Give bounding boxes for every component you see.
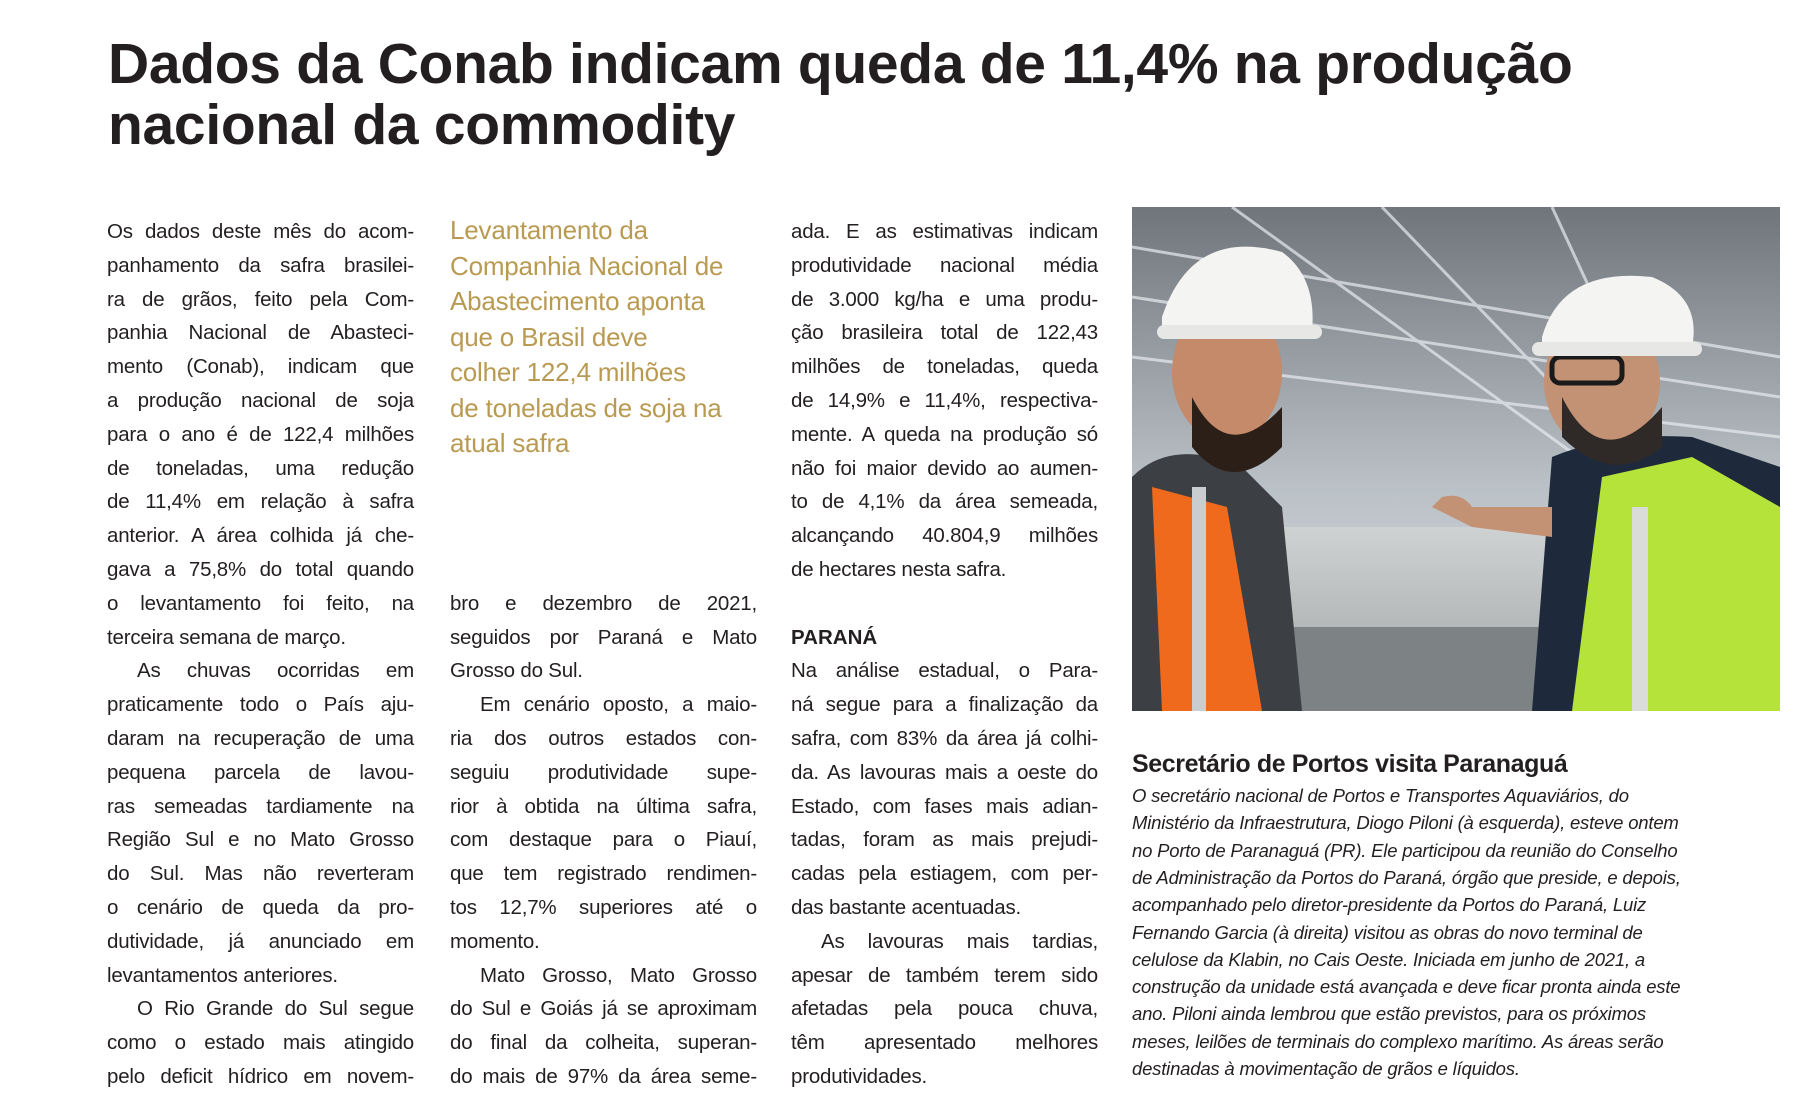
body-text: Em cenário oposto, a maio-	[480, 693, 757, 717]
body-text: praticamente todo o País aju-	[107, 693, 414, 717]
body-text: Região Sul e no Mato Grosso	[107, 828, 414, 852]
body-text: para o ano é de 122,4 milhões	[107, 422, 414, 446]
caption: acompanhado pelo diretor-presidente da P…	[1132, 894, 1647, 916]
body-text: rior à obtida na última safra,	[450, 794, 757, 818]
body-text: da. As lavouras mais a oeste do	[791, 760, 1098, 784]
caption: Fernando Garcia (à direita) visitou as o…	[1132, 921, 1643, 943]
body-text: que tem registrado rendimen-	[450, 862, 757, 886]
body-text: gava a 75,8% do total quando	[107, 558, 414, 581]
body-text: bro e dezembro de 2021,	[450, 591, 757, 615]
headline: nacional da commodity	[108, 93, 736, 157]
body-text: de 3.000 kg/ha e uma produ-	[791, 287, 1098, 311]
pull-quote: Abastecimento aponta	[450, 286, 705, 316]
body-text: dutividade, já anunciado em	[107, 929, 414, 953]
body-text: Grosso do Sul.	[450, 659, 583, 683]
photo	[1132, 207, 1780, 711]
body-text: do Sul e Goiás já se aproximam	[450, 997, 757, 1021]
body-text: panhamento da safra brasilei-	[107, 253, 414, 277]
body-text: afetadas pela pouca chuva,	[791, 997, 1098, 1021]
body-text: do Sul. Mas não reverteram	[107, 862, 414, 886]
body-text: ção brasileira total de 122,43	[791, 321, 1098, 345]
body-text: milhões de toneladas, queda	[791, 355, 1098, 379]
body-text: produtividades.	[791, 1065, 928, 1088]
body-text: mento (Conab), indicam que	[107, 355, 414, 379]
caption: meses, leilões de terminais do complexo …	[1132, 1030, 1664, 1052]
body-text: com destaque para o Piauí,	[450, 828, 757, 852]
body-text: produtividade nacional média	[791, 253, 1098, 277]
body-text: pelo deficit hídrico em novem-	[107, 1065, 414, 1088]
body-text: Os dados deste mês do acom-	[107, 220, 414, 243]
body-text: ná segue para a finalização da	[791, 693, 1098, 717]
pull-quote: que o Brasil deve	[450, 321, 648, 352]
caption-title: Secretário de Portos visita Paranaguá	[1132, 750, 1568, 778]
body-text: apesar de também terem sido	[791, 963, 1098, 987]
body-text: tos 12,7% superiores até o	[450, 896, 757, 919]
body-text: momento.	[450, 929, 540, 953]
body-text: ra de grãos, feito pela Com-	[107, 287, 414, 311]
body-text: ada. E as estimativas indicam	[791, 220, 1098, 243]
body-text: panhia Nacional de Abasteci-	[107, 321, 414, 345]
body-text: do mais de 97% da área seme-	[450, 1065, 757, 1088]
body-text: de 14,9% e 11,4%, respectiva-	[791, 389, 1098, 412]
body-text: do final da colheita, superan-	[450, 1031, 757, 1055]
caption: construção da unidade está avançada e de…	[1132, 976, 1681, 998]
caption: celulose da Klabin, no Cais Oeste. Inici…	[1132, 948, 1645, 970]
caption: de Administração da Portos do Paraná, ór…	[1132, 866, 1681, 888]
headline: Dados da Conab indicam queda de 11,4% na…	[108, 32, 1573, 96]
body-text: ria dos outros estados con-	[450, 727, 757, 750]
caption: destinadas à movimentação de grãos e líq…	[1132, 1058, 1520, 1079]
body-text: anterior. A área colhida já che-	[107, 524, 414, 548]
subheading: PARANÁ	[791, 625, 878, 649]
body-text: O Rio Grande do Sul segue	[137, 997, 414, 1021]
body-text: o cenário de queda da pro-	[107, 896, 414, 919]
body-text: não foi maior devido ao aumen-	[791, 456, 1098, 480]
pull-quote: de toneladas de soja na	[450, 392, 722, 423]
body-text: cadas pela estiagem, com per-	[791, 862, 1098, 886]
pull-quote: colher 122,4 milhões	[450, 357, 686, 387]
body-text: As chuvas ocorridas em	[137, 659, 414, 683]
body-text: seguiu produtividade supe-	[450, 760, 757, 784]
body-text: de hectares nesta safra.	[791, 558, 1007, 581]
body-text: têm apresentado melhores	[791, 1031, 1098, 1055]
body-text: como o estado mais atingido	[107, 1031, 414, 1055]
body-text: mente. A queda na produção só	[791, 422, 1098, 446]
caption: ano. Piloni ainda lembrou que estão prev…	[1132, 1003, 1646, 1025]
body-text: Estado, com fases mais adian-	[791, 794, 1098, 818]
body-text: tadas, foram as mais prejudi-	[791, 828, 1098, 852]
body-text: daram na recuperação de uma	[107, 727, 414, 750]
caption: no Porto de Paranaguá (PR). Ele particip…	[1132, 839, 1678, 861]
body-text: das bastante acentuadas.	[791, 896, 1021, 919]
body-text: levantamentos anteriores.	[107, 963, 338, 987]
body-text: a produção nacional de soja	[107, 389, 414, 412]
body-text: ras semeadas tardiamente na	[107, 794, 414, 818]
pull-quote: atual safra	[450, 428, 570, 458]
body-text: seguidos por Paraná e Mato	[450, 625, 757, 649]
body-text: safra, com 83% da área já colhi-	[791, 727, 1098, 750]
caption: O secretário nacional de Portos e Transp…	[1132, 785, 1629, 806]
pull-quote: Companhia Nacional de	[450, 250, 724, 281]
body-text: Na análise estadual, o Para-	[791, 659, 1098, 683]
body-text: alcançando 40.804,9 milhões	[791, 524, 1098, 548]
body-text: o levantamento foi feito, na	[107, 591, 414, 615]
body-text: Mato Grosso, Mato Grosso	[480, 963, 757, 987]
body-text: As lavouras mais tardias,	[821, 929, 1098, 953]
body-text: terceira semana de março.	[107, 625, 346, 649]
pull-quote: Levantamento da	[450, 215, 648, 245]
body-text: to de 4,1% da área semeada,	[791, 490, 1098, 514]
body-text: pequena parcela de lavou-	[107, 760, 414, 784]
body-text: de 11,4% em relação à safra	[107, 490, 414, 514]
caption: Ministério da Infraestrutura, Diogo Pilo…	[1132, 812, 1679, 834]
body-text: de toneladas, uma redução	[107, 456, 414, 480]
